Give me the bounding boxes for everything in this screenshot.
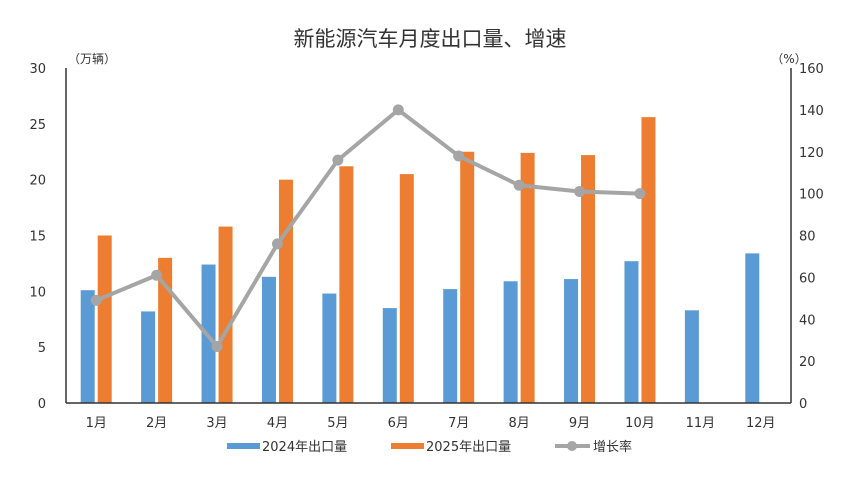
- bar-2025-4: [278, 179, 293, 403]
- growth-point-5: [332, 154, 344, 166]
- growth-point-1: [90, 294, 102, 306]
- x-tick-label: 11月: [686, 416, 716, 431]
- growth-point-10: [634, 188, 646, 200]
- x-tick-label: 6月: [388, 416, 409, 431]
- bar-2024-5: [322, 293, 337, 403]
- right-tick-label: 60: [799, 271, 816, 286]
- right-tick-label: 140: [799, 104, 824, 119]
- legend-label-2025: 2025年出口量: [426, 440, 511, 455]
- x-tick-label: 2月: [146, 416, 167, 431]
- bar-2024-1: [80, 290, 95, 403]
- growth-point-8: [513, 179, 525, 191]
- chart-title: 新能源汽车月度出口量、增速: [294, 27, 567, 51]
- bar-2024-6: [382, 308, 397, 403]
- growth-point-2: [151, 269, 163, 281]
- bar-2024-12: [745, 253, 760, 403]
- left-tick-label: 10: [29, 285, 46, 300]
- x-tick-label: 9月: [569, 416, 590, 431]
- left-tick-label: 5: [38, 341, 46, 356]
- right-tick-label: 40: [799, 313, 816, 328]
- x-tick-label: 4月: [267, 416, 288, 431]
- right-tick-label: 160: [799, 62, 824, 77]
- right-tick-label: 100: [799, 188, 824, 203]
- growth-point-6: [392, 104, 404, 116]
- bar-2025-1: [97, 235, 112, 403]
- left-tick-label: 20: [29, 174, 46, 189]
- bar-2025-6: [399, 174, 414, 403]
- x-tick-label: 10月: [625, 416, 655, 431]
- legend-label-growth: 增长率: [593, 439, 632, 455]
- bar-2025-7: [460, 151, 475, 403]
- legend-swatch-2024: [227, 443, 260, 449]
- bar-2024-10: [624, 261, 639, 403]
- growth-point-9: [574, 186, 586, 198]
- bar-2024-9: [564, 279, 579, 403]
- left-tick-label: 0: [38, 397, 46, 412]
- legend-swatch-2025: [391, 443, 424, 449]
- x-tick-label: 12月: [746, 416, 776, 431]
- right-tick-label: 0: [799, 397, 807, 412]
- x-tick-label: 3月: [206, 416, 227, 431]
- bar-2024-11: [684, 310, 699, 403]
- bar-2024-2: [141, 311, 156, 403]
- growth-line: [95, 107, 641, 349]
- left-axis-unit: （万辆）: [68, 52, 116, 66]
- right-tick-label: 120: [799, 146, 824, 161]
- right-tick-label: 20: [799, 355, 816, 370]
- growth-point-7: [453, 150, 465, 162]
- bar-2025-10: [641, 117, 656, 403]
- bar-2025-8: [520, 152, 535, 403]
- right-tick-label: 80: [799, 230, 816, 245]
- growth-point-4: [271, 238, 283, 250]
- legend-marker-growth: [567, 441, 577, 451]
- growth-point-3: [211, 340, 223, 352]
- x-tick-label: 7月: [448, 416, 469, 431]
- bar-2024-7: [443, 289, 458, 403]
- bar-2024-4: [261, 276, 276, 403]
- legend: 2024年出口量 2025年出口量 增长率: [227, 439, 632, 455]
- bar-2025-3: [218, 226, 233, 403]
- x-tick-label: 1月: [86, 416, 107, 431]
- right-axis-unit: （%）: [771, 52, 806, 66]
- x-tick-label: 5月: [327, 416, 348, 431]
- left-tick-label: 30: [29, 62, 46, 77]
- legend-label-2024: 2024年出口量: [262, 440, 347, 455]
- bar-2025-9: [581, 155, 596, 403]
- bar-2025-2: [158, 257, 173, 403]
- left-tick-label: 25: [29, 118, 46, 133]
- bar-2025-5: [339, 166, 354, 403]
- bar-2024-8: [503, 281, 518, 403]
- x-tick-label: 8月: [508, 416, 529, 431]
- left-tick-label: 15: [29, 230, 46, 245]
